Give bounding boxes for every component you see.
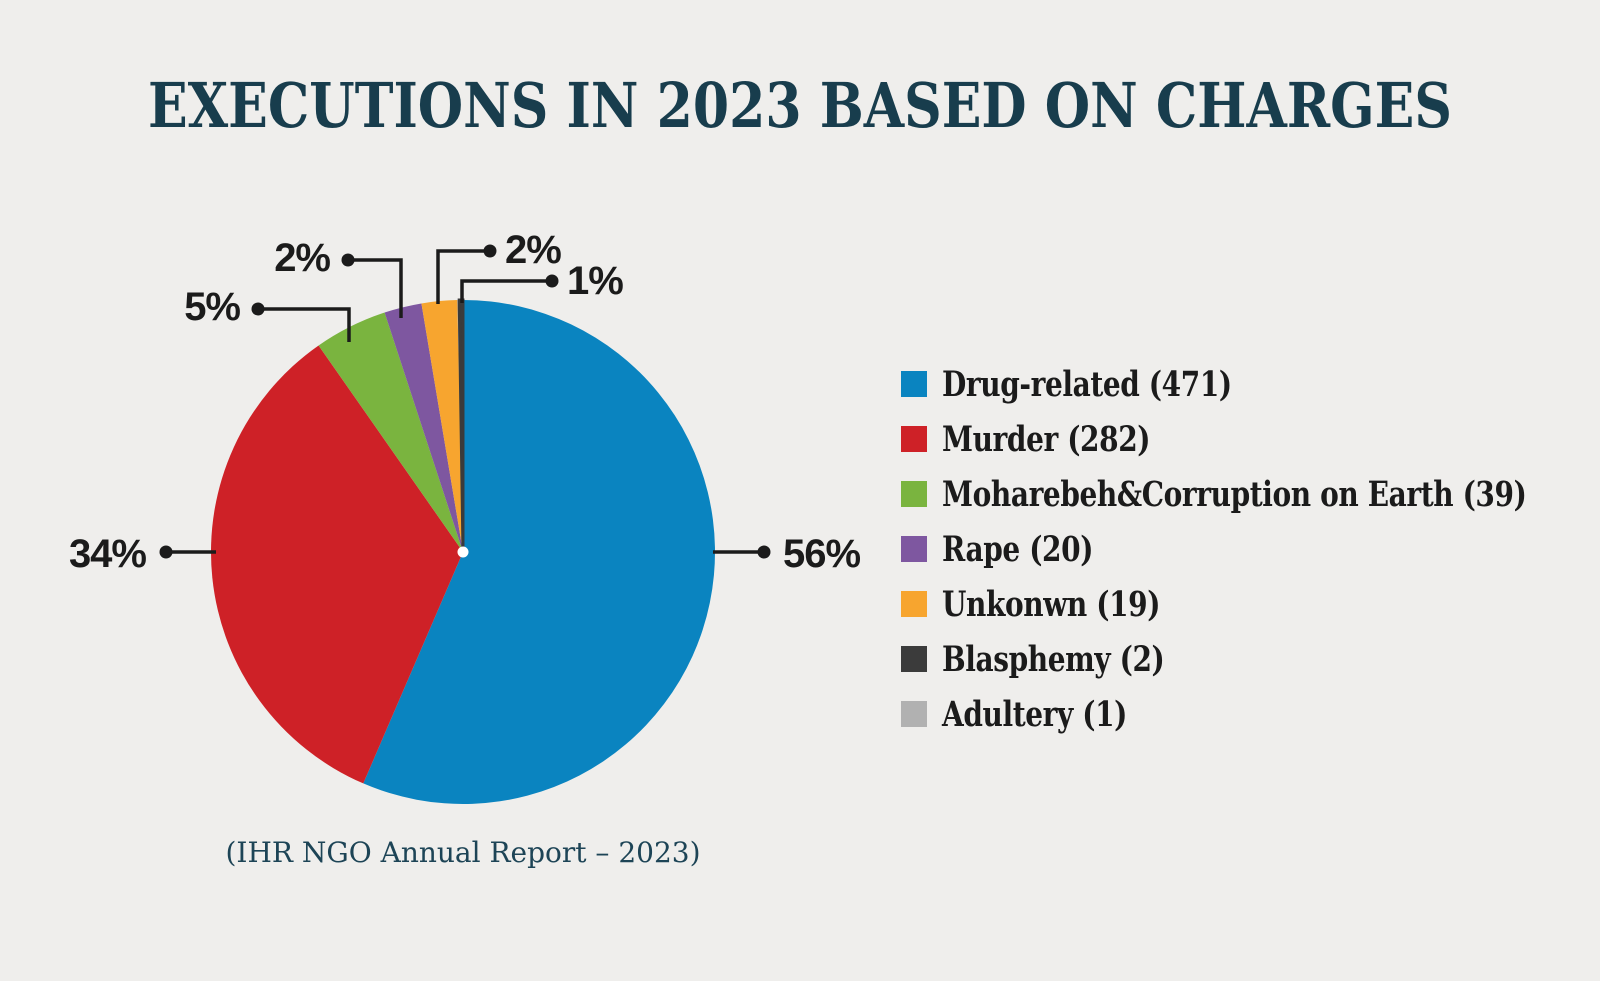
legend-label: Drug-related (471) — [942, 363, 1232, 405]
source-note: (IHR NGO Annual Report – 2023) — [225, 836, 701, 869]
callout-dot-drug-related — [757, 545, 771, 559]
pie-slice-drug-related — [363, 299, 716, 804]
legend-swatch-blasphemy — [901, 646, 927, 672]
pie-slice-moharebeh-corruption-on-earth — [318, 312, 463, 552]
pct-label-rape: 2% — [274, 236, 331, 280]
callout-line-blasphemy — [460, 279, 552, 303]
legend-swatch-murder — [901, 426, 927, 452]
callout-line-unkonwn — [436, 249, 490, 304]
legend-swatch-adultery — [901, 701, 927, 727]
legend-swatch-moharebeh-corruption-on-earth — [901, 481, 927, 507]
pct-label-moharebeh-corruption-on-earth: 5% — [184, 285, 241, 329]
legend-item-murder: Murder (282) — [901, 422, 1202, 457]
legend-item-blasphemy: Blasphemy (2) — [901, 642, 1220, 677]
legend-item-moharebeh-corruption-on-earth: Moharebeh&Corruption on Earth (39) — [901, 477, 1600, 512]
callout-dot-rape — [341, 253, 355, 267]
callout-line-rape — [348, 258, 403, 318]
legend-label: Unkonwn (19) — [942, 583, 1161, 625]
pie-slice-rape — [384, 303, 463, 552]
pct-label-blasphemy: 1% — [567, 259, 624, 303]
legend-swatch-unkonwn — [901, 591, 927, 617]
callout-line-moharebeh-corruption-on-earth — [258, 307, 351, 342]
pct-label-drug-related: 56% — [783, 532, 861, 576]
callout-dot-blasphemy — [545, 274, 559, 288]
chart-title: EXECUTIONS IN 2023 BASED ON CHARGES — [148, 69, 1452, 142]
legend-item-unkonwn: Unkonwn (19) — [901, 587, 1215, 622]
legend-swatch-drug-related — [901, 371, 927, 397]
legend-item-drug-related: Drug-related (471) — [901, 367, 1304, 402]
callout-dot-unkonwn — [483, 244, 497, 258]
pie-slice-murder — [210, 345, 463, 784]
callout-dot-moharebeh-corruption-on-earth — [251, 302, 265, 316]
legend-swatch-rape — [901, 536, 927, 562]
legend-label: Rape (20) — [942, 528, 1094, 570]
pie-slice-unkonwn — [421, 300, 463, 552]
callout-dot-murder — [159, 545, 173, 559]
legend-label: Blasphemy (2) — [942, 638, 1165, 680]
legend-label: Murder (282) — [942, 418, 1151, 460]
legend-item-adultery: Adultery (1) — [901, 697, 1173, 732]
legend-label: Moharebeh&Corruption on Earth (39) — [942, 473, 1527, 515]
pie-center-dot — [457, 546, 469, 558]
legend-label: Adultery (1) — [942, 693, 1127, 735]
pct-label-unkonwn: 2% — [505, 228, 562, 272]
legend-item-rape: Rape (20) — [901, 532, 1131, 567]
pct-label-murder: 34% — [68, 532, 147, 576]
